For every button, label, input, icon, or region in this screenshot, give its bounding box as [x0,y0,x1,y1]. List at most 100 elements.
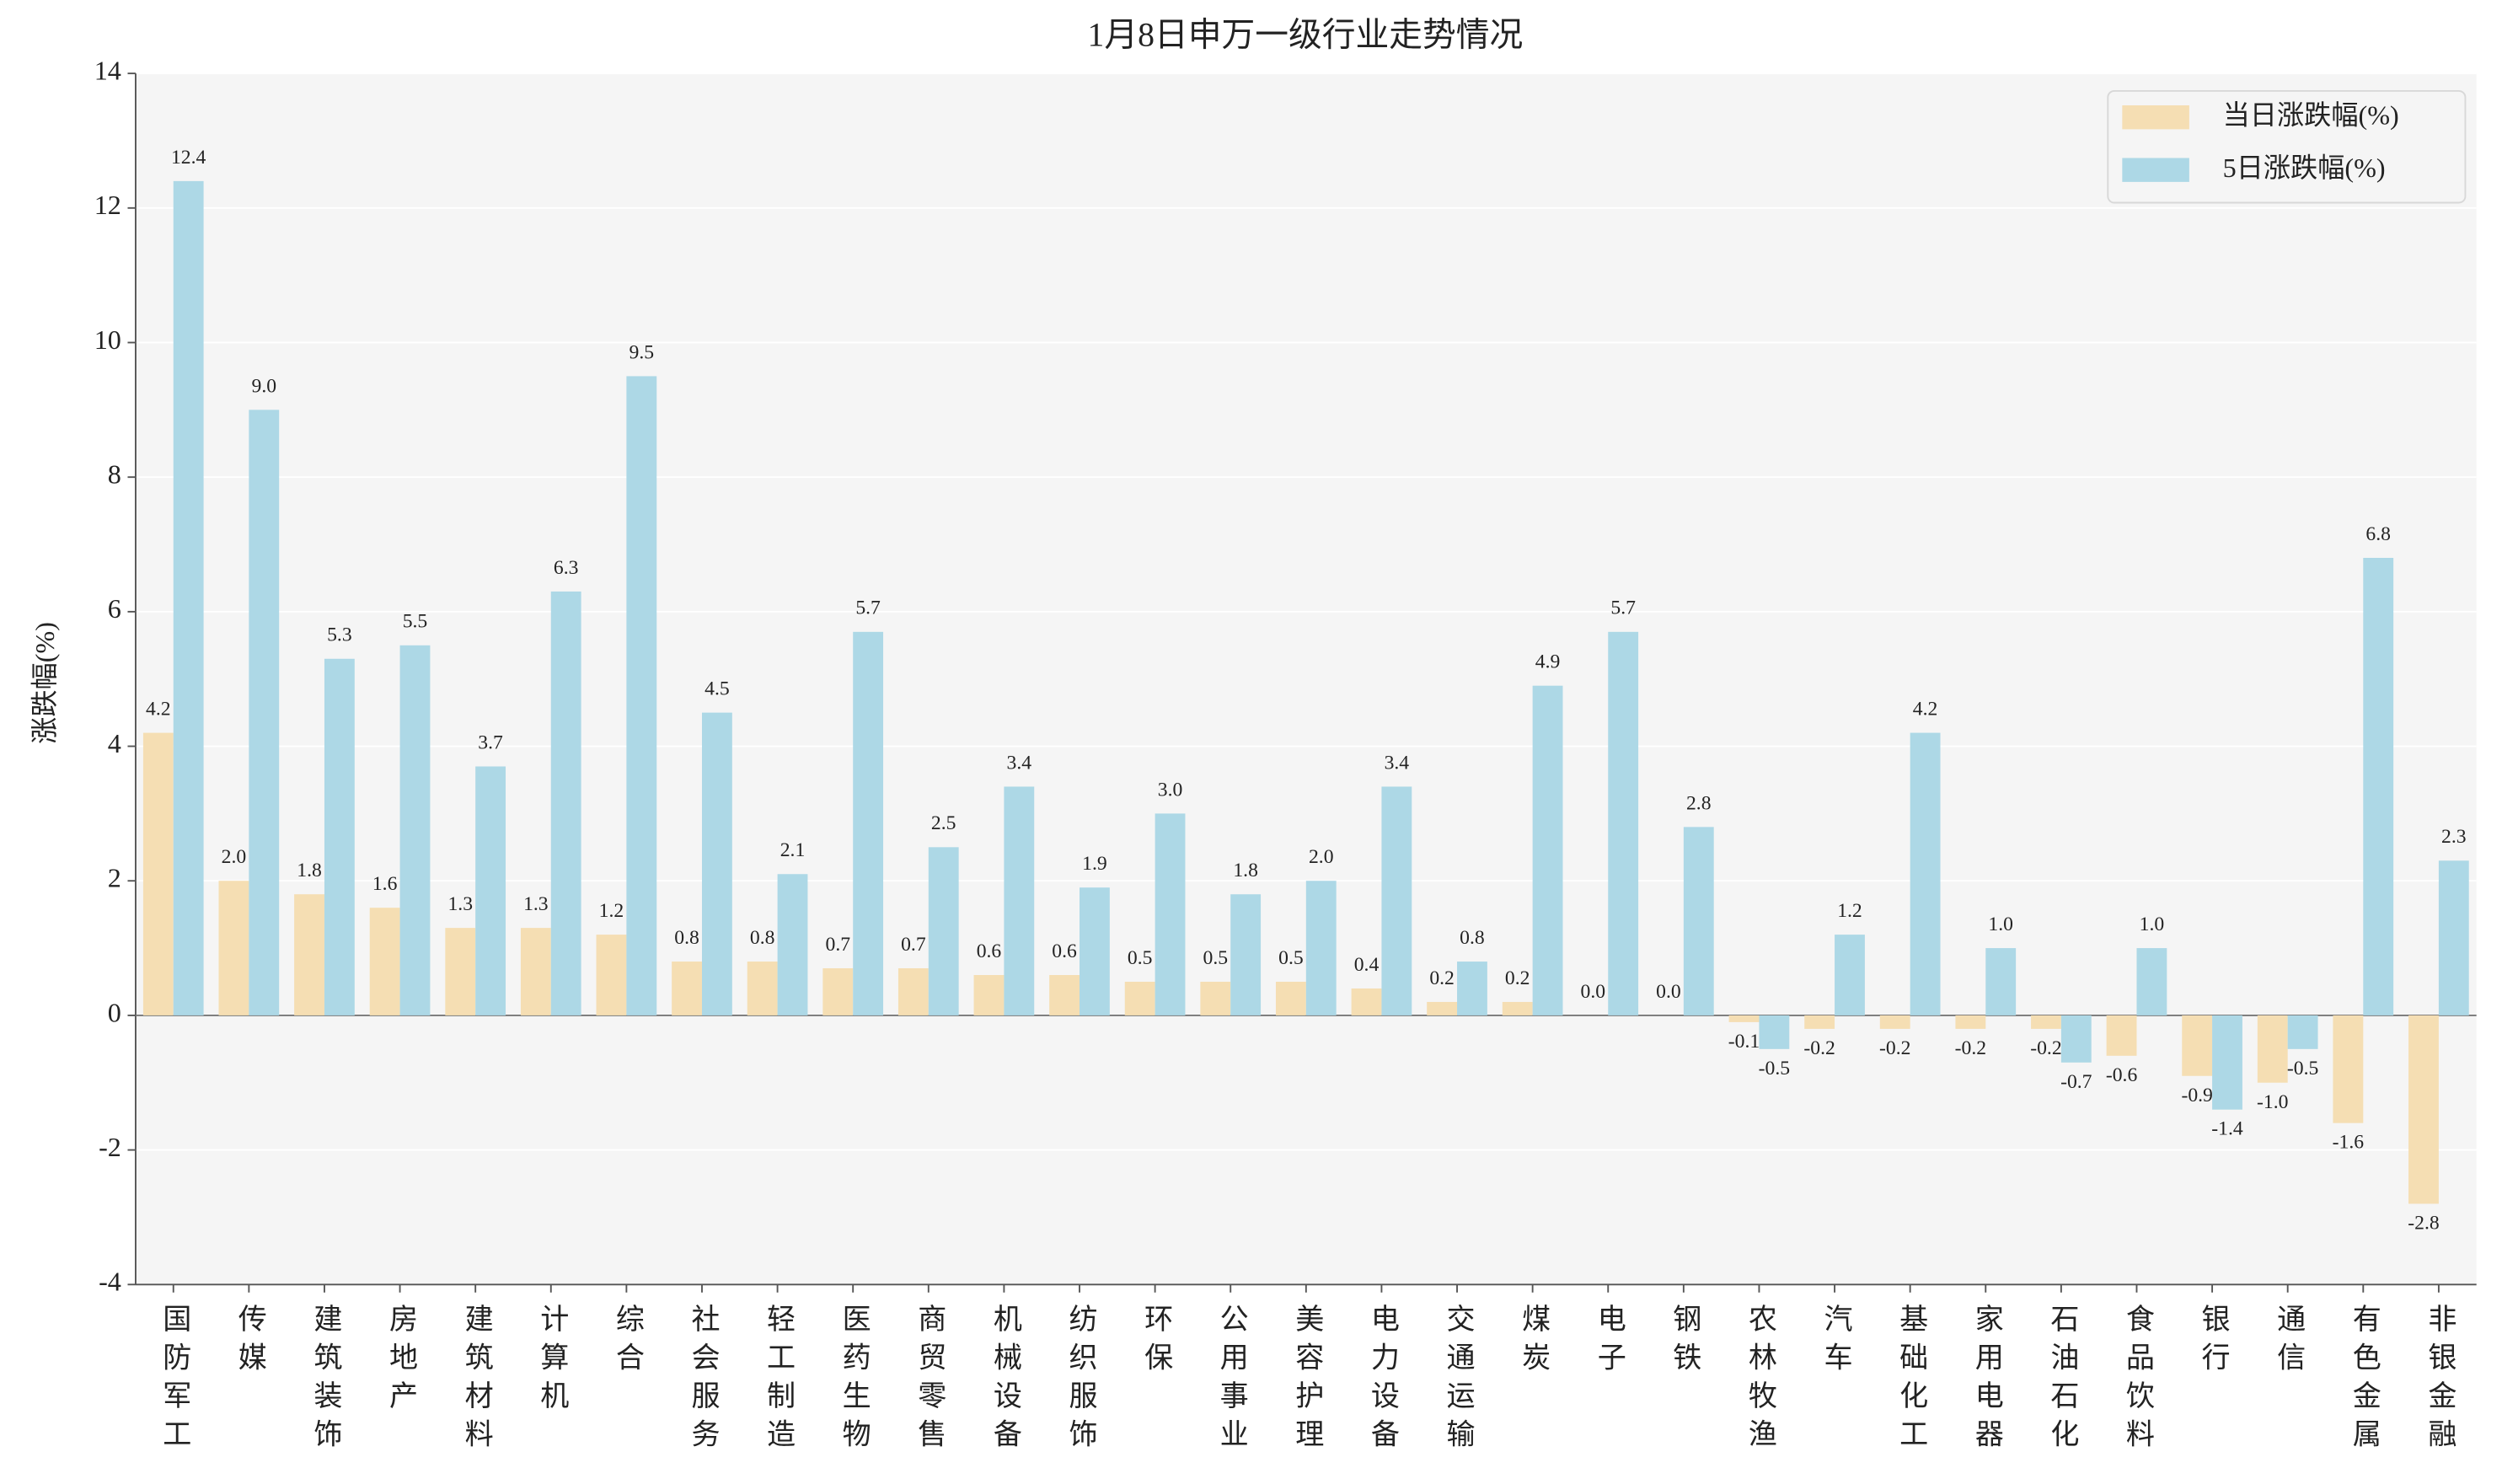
bar [1910,732,1941,1015]
y-tick-label: 12 [94,190,121,220]
bar [897,968,929,1015]
bar [853,631,884,1015]
bar [2363,557,2394,1015]
bar [1305,881,1337,1015]
value-label: 6.8 [2365,523,2391,545]
y-tick-label: 10 [94,324,121,355]
value-label: 3.7 [478,731,503,753]
legend-label: 当日涨跌幅(%) [2223,100,2399,131]
x-tick-label: 轻工制造 [762,1304,795,1457]
x-tick-label: 有色金属 [2348,1304,2381,1457]
bar [1275,981,1306,1015]
x-tick-label: 环保 [1139,1304,1173,1380]
bar [1955,1015,1986,1029]
bar [1080,887,1110,1015]
value-label: 0.6 [977,940,1002,962]
value-label: 0.5 [1128,947,1153,969]
bar [399,645,431,1015]
legend-swatch [2122,104,2189,130]
bar [973,975,1005,1015]
x-tick-label: 电力设备 [1366,1304,1399,1457]
x-tick-label: 房地产 [384,1304,417,1418]
x-tick-label: 煤炭 [1517,1304,1550,1380]
y-tick-label: 14 [94,56,121,86]
value-label: 0.6 [1052,940,1077,962]
value-label: 1.6 [372,873,398,895]
value-label: 0.2 [1429,967,1455,989]
bar [475,766,506,1015]
x-tick-label: 钢铁 [1668,1304,1701,1380]
value-label: -0.7 [2060,1071,2092,1093]
value-label: 0.0 [1581,981,1606,1003]
value-label: 0.7 [825,934,850,956]
x-tick-label: 非银金融 [2423,1304,2456,1457]
value-label: 1.0 [2140,913,2165,935]
bar [1804,1015,1835,1029]
value-label: -0.2 [2030,1037,2061,1059]
value-label: 9.5 [630,341,655,363]
value-label: -0.5 [1759,1058,1790,1080]
bar [218,881,249,1015]
value-label: -0.9 [2181,1085,2212,1106]
bar [626,376,657,1015]
value-label: -1.6 [2333,1132,2365,1154]
x-tick-label: 电子 [1593,1304,1626,1380]
value-label: 0.8 [750,927,775,949]
value-label: 2.3 [2441,826,2467,848]
y-tick-label: 8 [108,459,121,490]
value-label: 4.5 [705,678,730,700]
value-label: 6.3 [554,557,579,579]
x-tick-label: 纺织服饰 [1064,1304,1097,1457]
bar [2257,1015,2288,1083]
value-label: 5.7 [1610,597,1636,619]
value-label: -0.2 [1879,1037,1910,1059]
value-label: 0.2 [1505,967,1530,989]
x-tick-label: 传媒 [233,1304,267,1380]
x-tick-label: 商贸零售 [913,1304,946,1457]
bar [1728,1015,1760,1022]
x-tick-label: 基础化工 [1894,1304,1928,1457]
bar [294,894,324,1015]
value-label: 0.5 [1203,947,1229,969]
bar [1124,981,1155,1015]
y-tick-label: 4 [108,728,121,758]
x-tick-label: 农林牧渔 [1744,1304,1777,1457]
bar [550,591,581,1015]
value-label: 1.0 [1988,913,2013,935]
bar [1381,786,1412,1015]
bar [2287,1015,2318,1049]
value-label: 0.8 [674,927,699,949]
bar [2408,1015,2439,1204]
value-label: 5.7 [855,597,881,619]
y-tick-label: 6 [108,593,121,624]
bar [2060,1015,2092,1063]
x-tick-label: 计算机 [535,1304,569,1418]
x-tick-label: 综合 [611,1304,644,1380]
x-tick-label: 食品饮料 [2121,1304,2155,1457]
value-label: 0.4 [1354,954,1380,976]
bar [1155,813,1186,1015]
bar [928,847,959,1015]
value-label: -0.5 [2287,1058,2318,1080]
bar [1457,962,1487,1015]
value-label: -0.1 [1728,1031,1760,1053]
bar [1230,894,1262,1015]
value-label: 1.2 [599,900,624,922]
x-tick-label: 建筑材料 [460,1304,494,1457]
value-label: 4.2 [146,699,171,721]
value-label: 2.8 [1686,792,1712,814]
bar [1351,988,1382,1015]
value-label: 2.0 [1309,846,1334,868]
bar [1879,1015,1910,1029]
value-label: 2.1 [780,839,806,861]
value-label: 3.0 [1158,779,1183,801]
legend-swatch [2122,158,2189,182]
bar [1502,1001,1533,1015]
x-tick-label: 社会服务 [686,1304,720,1457]
bar [1427,1001,1458,1015]
x-tick-label: 公用事业 [1215,1304,1248,1457]
bar [324,658,355,1015]
plot-area [135,73,2477,1285]
x-tick-label: 医药生物 [838,1304,871,1457]
